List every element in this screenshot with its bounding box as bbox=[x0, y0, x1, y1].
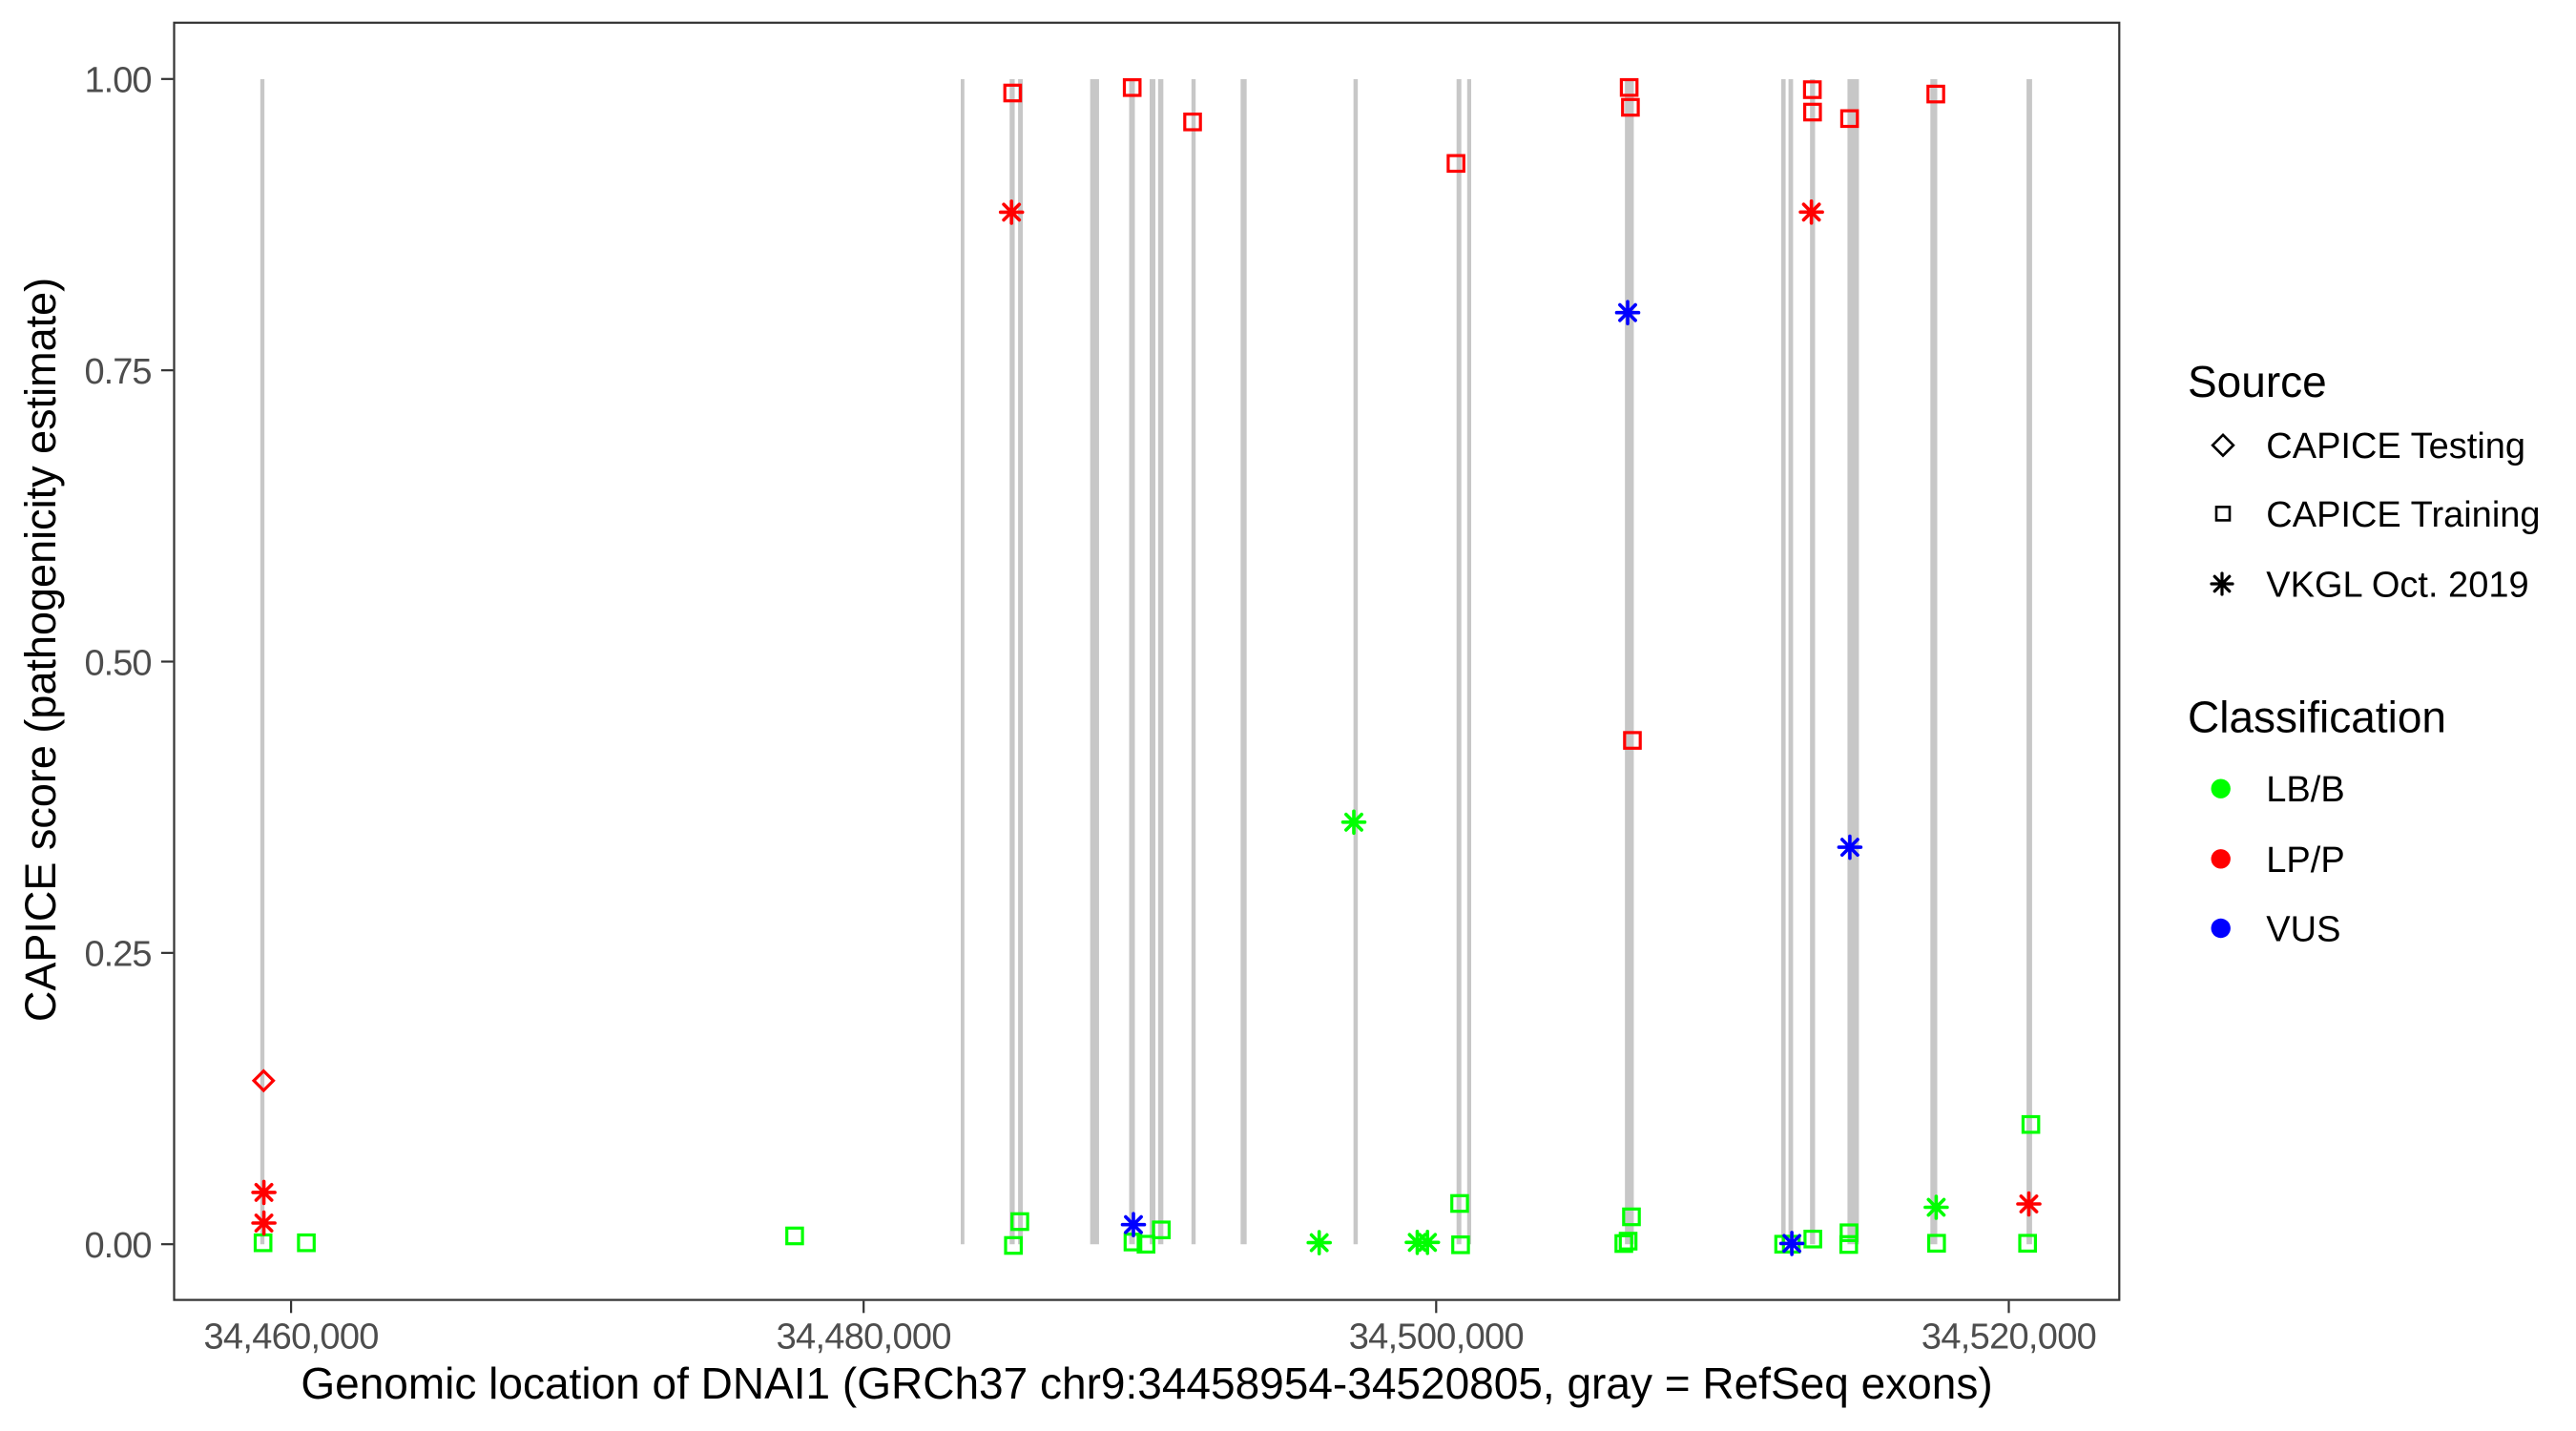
svg-text:VUS: VUS bbox=[2266, 910, 2340, 950]
svg-text:Source: Source bbox=[2188, 357, 2327, 406]
svg-text:0.25: 0.25 bbox=[85, 935, 152, 975]
svg-text:CAPICE Testing: CAPICE Testing bbox=[2266, 426, 2525, 467]
svg-text:Genomic location of DNAI1 (GRC: Genomic location of DNAI1 (GRCh37 chr9:3… bbox=[301, 1358, 1992, 1408]
svg-text:0.50: 0.50 bbox=[85, 643, 152, 683]
svg-text:34,520,000: 34,520,000 bbox=[1922, 1317, 2096, 1357]
svg-text:34,500,000: 34,500,000 bbox=[1349, 1317, 1524, 1357]
svg-text:CAPICE score (pathogenicity es: CAPICE score (pathogenicity estimate) bbox=[16, 278, 65, 1022]
svg-text:LB/B: LB/B bbox=[2266, 770, 2344, 810]
svg-text:LP/P: LP/P bbox=[2266, 840, 2344, 881]
svg-text:34,460,000: 34,460,000 bbox=[204, 1317, 379, 1357]
svg-text:Classification: Classification bbox=[2188, 693, 2446, 742]
svg-text:0.00: 0.00 bbox=[85, 1226, 152, 1266]
svg-text:VKGL Oct. 2019: VKGL Oct. 2019 bbox=[2266, 566, 2528, 606]
svg-text:34,480,000: 34,480,000 bbox=[777, 1317, 951, 1357]
svg-text:0.75: 0.75 bbox=[85, 352, 152, 392]
svg-text:1.00: 1.00 bbox=[85, 61, 152, 101]
svg-text:CAPICE Training: CAPICE Training bbox=[2266, 495, 2540, 535]
